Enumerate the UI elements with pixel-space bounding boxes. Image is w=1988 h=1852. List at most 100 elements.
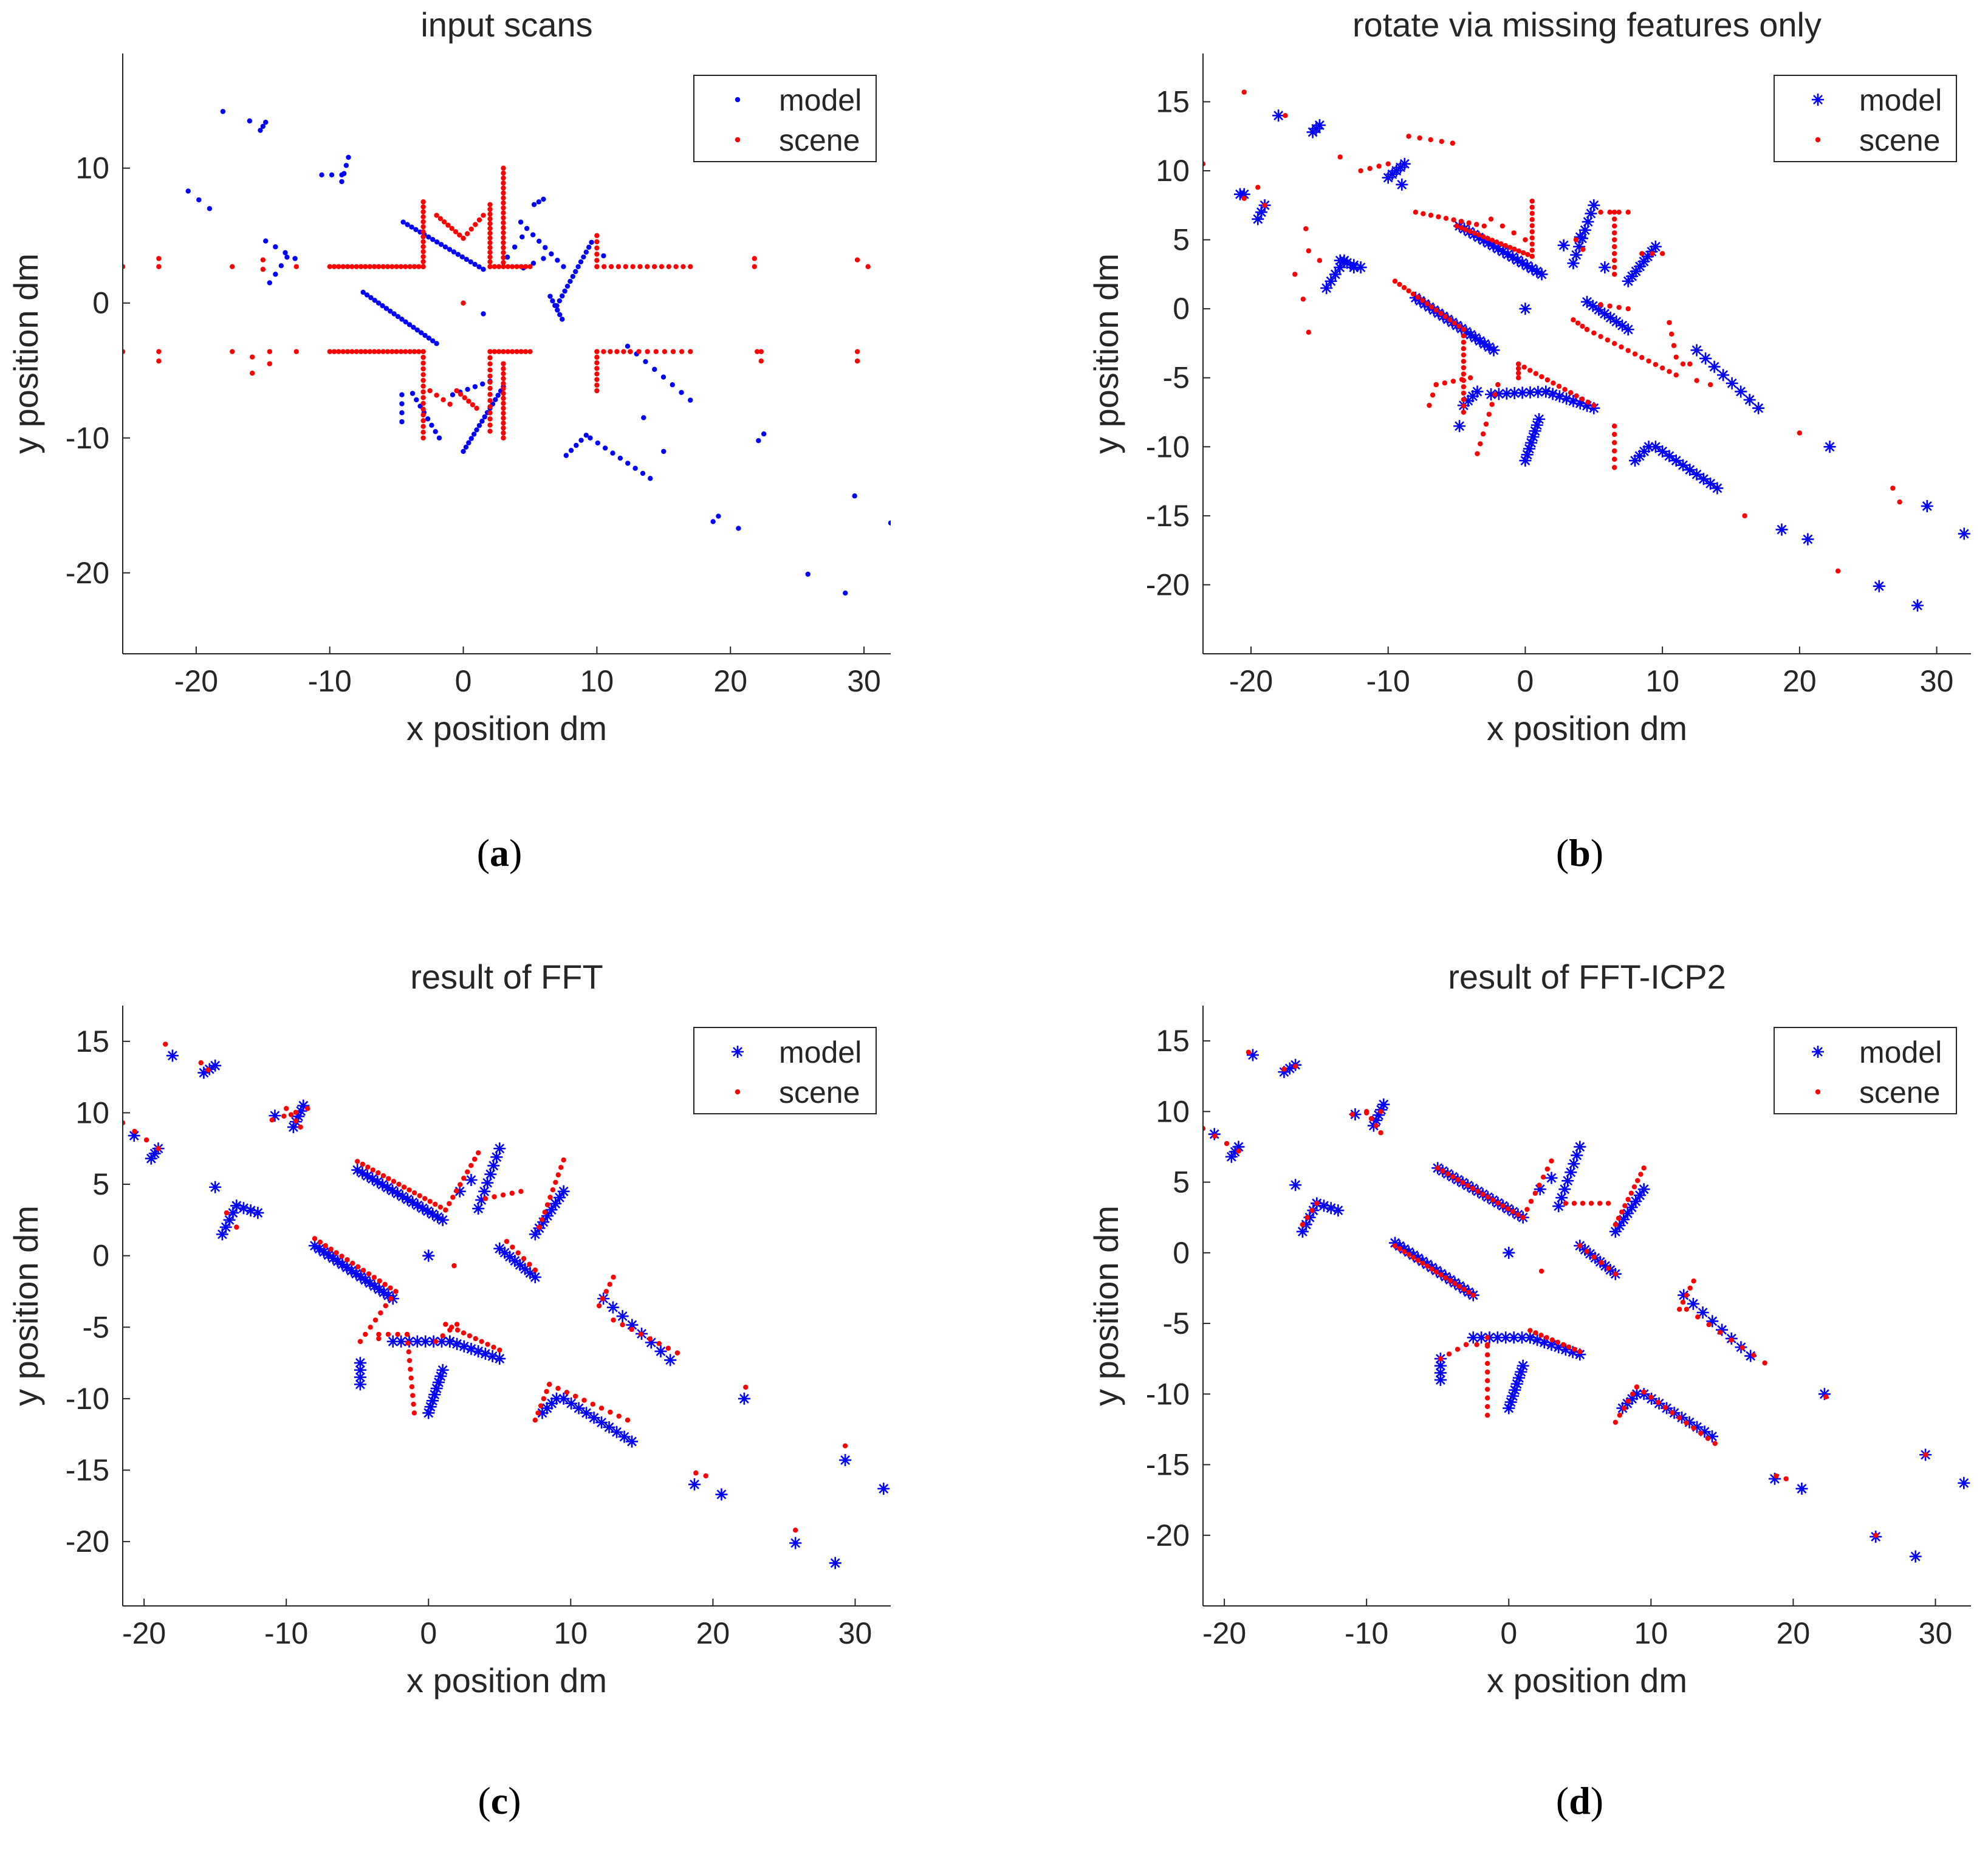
model-point [409,224,414,230]
model-point [1272,109,1285,122]
scene-point [156,1146,161,1151]
scene-point [1646,358,1651,364]
x-tick-label: 10 [580,664,614,698]
model-point [1571,1149,1583,1162]
scene-point [1427,402,1432,408]
x-tick-label: 20 [1783,664,1817,698]
model-point [541,196,546,202]
scene-point [396,1181,402,1187]
scene-point [501,396,506,401]
model-point [1566,1346,1579,1359]
x-tick-label: -10 [264,1616,308,1650]
scene-point [1584,327,1590,332]
model-point [625,1435,638,1448]
scene-point [156,256,162,261]
model-point [761,431,767,437]
scene-point [674,1350,680,1356]
scene-point [1538,1268,1544,1274]
scene-point [386,1176,391,1181]
model-point [1509,1384,1521,1396]
x-axis-label: x position dm [406,1661,607,1699]
scene-point [389,349,395,354]
model-point [504,255,510,260]
model-point [509,1255,521,1267]
model-point [1582,216,1594,228]
scene-point [620,1322,625,1328]
model-point [416,1202,429,1215]
scene-point [487,398,493,403]
scene-point [1611,237,1617,242]
scene-point [1628,1190,1634,1196]
model-point [557,298,563,304]
model-point [541,256,546,261]
scene-point [487,225,493,231]
model-point [354,1371,366,1384]
scene-point [293,1109,298,1115]
scene-point [1566,1344,1572,1350]
scene-point [1611,448,1617,454]
model-point [1527,431,1540,444]
model-point [1622,275,1634,287]
model-point [661,448,667,454]
scene-point [501,215,506,221]
scene-point [327,264,332,269]
scene-point [1571,1346,1577,1352]
scene-point [616,1413,622,1419]
x-tick-label: -10 [308,664,352,698]
scene-point [1367,166,1373,171]
scene-point [224,1210,230,1216]
model-point [395,1335,408,1348]
scene-point [1481,223,1487,229]
scene-point [420,435,426,441]
model-point [1560,393,1573,405]
scene-point [1481,234,1486,239]
scene-point [411,1410,417,1416]
model-point [839,1454,852,1467]
scene-point [659,264,665,269]
model-point [1515,1331,1528,1344]
scene-point [454,1188,459,1194]
scene-point [621,349,626,354]
scene-point [349,264,355,269]
scene-point [1438,1272,1444,1278]
scene-point [1673,372,1679,378]
scene-point [445,222,451,228]
scene-point [1406,1252,1411,1257]
data-layer [123,109,891,596]
model-point [431,1211,444,1224]
model-point [406,1196,419,1209]
model-point [1334,254,1346,267]
scene-point [440,397,446,403]
scene-point [1392,1243,1398,1249]
scene-point [461,300,466,306]
model-point [284,255,290,260]
y-tick-label: -20 [1146,1518,1190,1552]
scene-point [472,1156,478,1162]
scene-point [376,264,382,269]
model-point [1521,448,1534,461]
caption-close: ) [1591,1779,1603,1822]
scene-point [476,217,482,223]
scene-point [450,1195,456,1200]
scene-point [1459,377,1465,382]
scene-point [1687,1285,1693,1291]
scene-point [1515,1212,1521,1218]
scene-point [1436,214,1441,219]
model-point [498,1246,511,1259]
model-point [1567,257,1580,270]
scene-point [496,264,502,269]
scene-point [688,349,693,354]
scene-point [544,1202,550,1207]
caption-open: ( [1556,831,1569,874]
scene-point [433,1201,438,1207]
scene-point [581,1398,587,1403]
scene-point [1452,320,1458,326]
model-point [435,1335,448,1348]
model-point [487,1159,500,1172]
model-point [354,1271,367,1283]
scene-point [372,1317,379,1323]
legend-scene-label: scene [1859,1075,1940,1109]
model-point [565,1397,578,1410]
scene-point [1625,1196,1631,1202]
model-point [1503,1246,1515,1259]
